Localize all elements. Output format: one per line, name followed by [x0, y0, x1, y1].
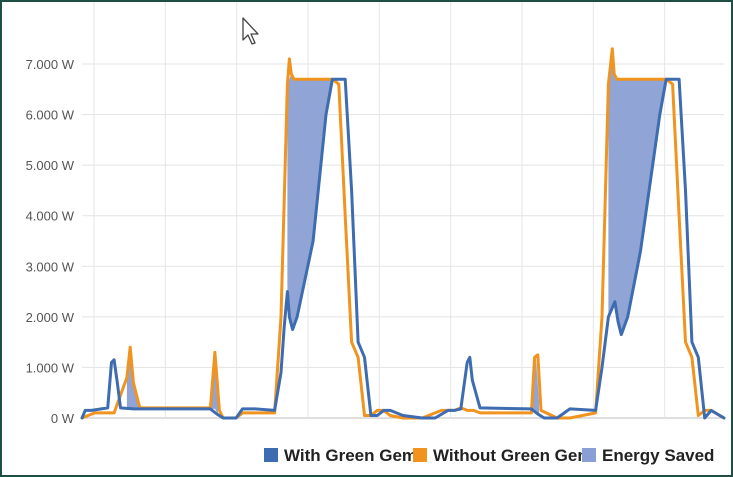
energy-saved-area — [287, 74, 333, 330]
legend-label: Without Green Gem — [433, 446, 592, 465]
legend-swatch — [413, 448, 427, 462]
energy-saved-area — [211, 352, 219, 414]
y-tick-label: 5.000 W — [26, 158, 75, 173]
energy-saved-areas — [126, 48, 667, 414]
y-tick-label: 6.000 W — [26, 108, 75, 123]
series-lines — [80, 47, 726, 420]
energy-saved-area — [608, 48, 667, 335]
legend-label: With Green Gem — [284, 446, 417, 465]
y-tick-label: 3.000 W — [26, 259, 75, 274]
y-tick-label: 0 W — [51, 411, 75, 426]
legend: With Green Gem Without Green Gem Energy Sa… — [264, 446, 714, 465]
y-axis: 0 W 1.000 W 2.000 W 3.000 W 4.000 W 5.000 W 6.… — [26, 57, 75, 426]
energy-saved-area — [532, 357, 540, 414]
y-tick-label: 1.000 W — [26, 360, 75, 375]
legend-swatch — [264, 448, 278, 462]
mouse-cursor-icon — [242, 17, 259, 45]
legend-swatch — [582, 448, 596, 462]
y-tick-label: 2.000 W — [26, 310, 75, 325]
grid-lines — [82, 2, 724, 419]
legend-label: Energy Saved — [602, 446, 714, 465]
series-line-with-green-gem — [80, 77, 726, 420]
y-tick-label: 4.000 W — [26, 209, 75, 224]
y-tick-label: 7.000 W — [26, 57, 75, 72]
